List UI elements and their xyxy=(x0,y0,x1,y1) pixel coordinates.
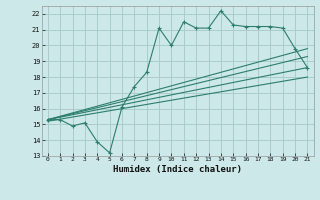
X-axis label: Humidex (Indice chaleur): Humidex (Indice chaleur) xyxy=(113,165,242,174)
